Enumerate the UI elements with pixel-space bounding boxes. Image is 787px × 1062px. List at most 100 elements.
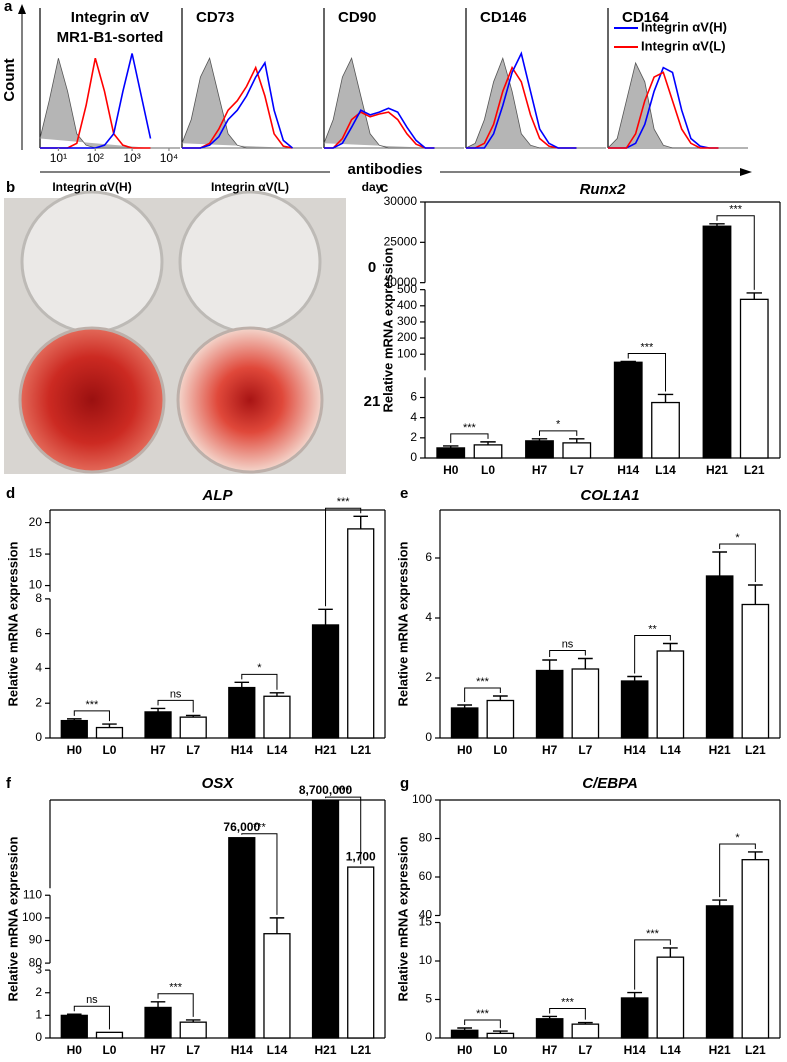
bar bbox=[144, 711, 172, 739]
significance-bracket bbox=[464, 687, 501, 702]
tick-label: 100 bbox=[22, 910, 42, 924]
error-bar bbox=[150, 707, 166, 712]
significance-label: *** bbox=[253, 822, 267, 834]
panel-title: Integrin αV bbox=[71, 9, 149, 26]
significance-bracket bbox=[634, 635, 671, 674]
bar bbox=[228, 837, 256, 1039]
tick-label: 0 bbox=[35, 1030, 42, 1044]
tick-label: 20 bbox=[29, 515, 43, 529]
significance-bracket bbox=[73, 1005, 110, 1030]
tick-label: 40 bbox=[419, 908, 433, 922]
tick-label: 8 bbox=[35, 591, 42, 605]
tick-label: 20000 bbox=[384, 275, 418, 289]
well bbox=[178, 190, 322, 334]
tick-label: 30000 bbox=[384, 194, 418, 208]
x-tick-label: H7 bbox=[150, 1043, 166, 1057]
error-bar bbox=[746, 292, 762, 300]
error-bar bbox=[747, 851, 763, 860]
y-axis-label: Relative mRNA expression bbox=[5, 541, 20, 706]
x-tick-label: L14 bbox=[660, 743, 681, 757]
bar bbox=[486, 699, 515, 739]
tick-label: 100 bbox=[397, 346, 417, 360]
bar bbox=[535, 669, 564, 739]
tick-label: 3 bbox=[35, 962, 42, 976]
x-tick-label: L14 bbox=[267, 1043, 288, 1057]
significance-bracket bbox=[450, 433, 489, 443]
bar bbox=[702, 225, 732, 459]
error-bar bbox=[662, 642, 678, 651]
x-tick-label: H7 bbox=[532, 463, 548, 477]
stain-photo bbox=[4, 190, 346, 474]
tick-label: 2 bbox=[425, 670, 432, 684]
x-tick-label: H7 bbox=[542, 743, 558, 757]
error-bar bbox=[492, 695, 508, 701]
y-axis-label: Relative mRNA expression bbox=[380, 247, 395, 412]
label-backdrop bbox=[330, 160, 440, 180]
error-bar bbox=[712, 551, 728, 576]
error-bar bbox=[67, 718, 82, 721]
x-tick-label: H21 bbox=[315, 1043, 337, 1057]
bar bbox=[525, 440, 554, 459]
panel-letter: a bbox=[4, 0, 13, 15]
tick-label: 10³ bbox=[123, 151, 140, 165]
panel-letter: c bbox=[380, 179, 388, 196]
tick-label: 10² bbox=[87, 151, 104, 165]
x-tick-label: H7 bbox=[150, 743, 166, 757]
histogram-line bbox=[324, 107, 435, 149]
tick-label: 2 bbox=[410, 430, 417, 444]
tick-label: 0 bbox=[410, 450, 417, 464]
significance-label: *** bbox=[85, 699, 99, 711]
histogram-area bbox=[39, 58, 151, 149]
significance-label: *** bbox=[337, 785, 351, 797]
bar bbox=[651, 401, 680, 459]
histogram-area bbox=[607, 61, 719, 149]
x-axis-label: antibodies bbox=[347, 161, 422, 178]
significance-bracket bbox=[634, 939, 671, 990]
chart-title: C/EBPA bbox=[582, 775, 638, 792]
x-tick-label: H14 bbox=[624, 743, 646, 757]
significance-bracket bbox=[719, 543, 756, 582]
tick-label: 4 bbox=[35, 661, 42, 675]
error-bar bbox=[269, 917, 285, 934]
x-tick-label: L7 bbox=[570, 463, 584, 477]
tick-label: 4 bbox=[425, 610, 432, 624]
bar bbox=[535, 1018, 564, 1039]
error-bar bbox=[150, 1001, 166, 1008]
significance-label: * bbox=[556, 419, 561, 431]
tick-label: 60 bbox=[419, 869, 433, 883]
x-tick-label: H0 bbox=[67, 743, 83, 757]
bar bbox=[571, 1023, 600, 1039]
bar bbox=[562, 442, 592, 459]
bar bbox=[473, 444, 503, 459]
error-bar bbox=[318, 608, 333, 625]
significance-bracket bbox=[464, 1019, 501, 1029]
x-tick-label: L7 bbox=[578, 743, 592, 757]
bar bbox=[705, 905, 734, 1039]
significance-bracket bbox=[716, 215, 755, 290]
chart-title: Runx2 bbox=[580, 181, 627, 198]
error-bar bbox=[185, 714, 201, 718]
x-tick-label: H21 bbox=[709, 1043, 731, 1057]
tick-label: 100 bbox=[412, 792, 432, 806]
panel-letter: d bbox=[6, 485, 15, 502]
x-tick-label: H21 bbox=[706, 463, 728, 477]
bar bbox=[656, 956, 685, 1039]
panel-title: CD146 bbox=[480, 9, 527, 26]
row-label: 0 bbox=[368, 259, 376, 276]
error-bar bbox=[542, 1015, 558, 1019]
bar bbox=[450, 707, 479, 739]
significance-label: *** bbox=[476, 676, 490, 688]
panel-letter: g bbox=[400, 775, 409, 792]
x-tick-label: H14 bbox=[231, 743, 253, 757]
x-tick-label: H0 bbox=[457, 1043, 473, 1057]
error-bar bbox=[542, 659, 558, 671]
bar bbox=[486, 1032, 515, 1039]
x-tick-label: H0 bbox=[457, 743, 473, 757]
histogram-area bbox=[465, 56, 577, 149]
significance-label: ns bbox=[562, 638, 574, 650]
error-bar bbox=[577, 657, 593, 669]
tick-label: 10⁴ bbox=[160, 151, 179, 165]
error-bar bbox=[185, 1019, 201, 1023]
tick-label: 0 bbox=[425, 730, 432, 744]
